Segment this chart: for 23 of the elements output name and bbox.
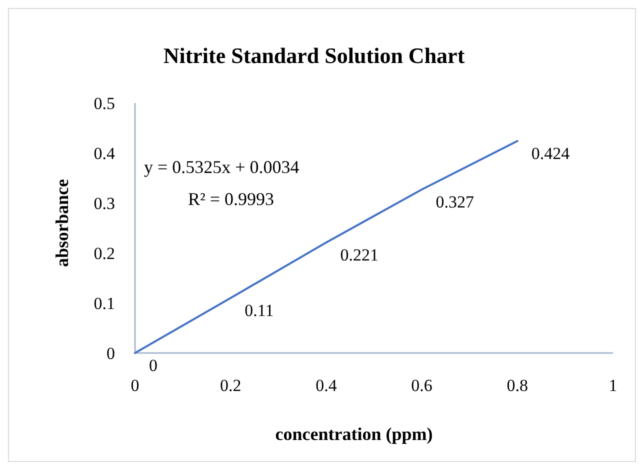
x-tick-label: 1 [608, 376, 618, 395]
x-tick-label: 0.2 [220, 376, 242, 395]
x-axis-title: concentration (ppm) [275, 424, 433, 444]
chart-title: Nitrite Standard Solution Chart [163, 43, 466, 68]
data-label: 0.327 [436, 192, 475, 212]
data-label: 0.424 [531, 144, 570, 163]
annotation: R² = 0.9993 [188, 189, 274, 209]
y-tick-label: 0.4 [94, 144, 116, 163]
data-label: 0 [149, 356, 158, 375]
y-axis-title: absorbance [52, 178, 72, 268]
line-series [134, 140, 518, 354]
x-tick-label: 0 [130, 376, 140, 395]
y-tick-label: 0.3 [94, 194, 115, 213]
data-label: 0.221 [340, 246, 378, 264]
y-tick-label: 0.2 [94, 244, 115, 263]
x-tick-label: 0.6 [411, 376, 432, 395]
annotation: y = 0.5325x + 0.0034 [144, 157, 300, 177]
y-tick-label: 0.5 [94, 94, 115, 113]
data-label: 0.11 [244, 301, 274, 320]
y-tick-label: 0.1 [94, 294, 115, 313]
x-tick-label: 0.8 [506, 376, 528, 395]
y-tick-label: 0 [106, 344, 115, 363]
x-tick-label: 0.4 [316, 376, 338, 395]
